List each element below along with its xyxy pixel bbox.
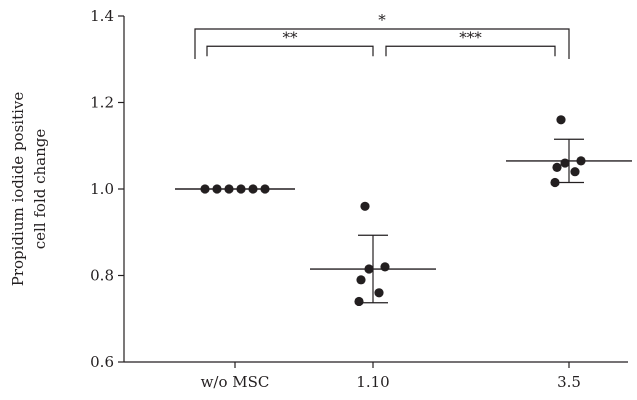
y-tick-label: 1.4 [90, 7, 114, 25]
y-axis-label: Propidium iodide positive cell fold chan… [9, 92, 49, 287]
significance-label: *** [459, 28, 482, 46]
significance-label: ** [283, 28, 299, 46]
data-point [552, 162, 562, 172]
y-axis-label-line-2: cell fold change [31, 129, 49, 250]
y-tick-label: 1.0 [90, 180, 114, 198]
bracket-line [194, 28, 570, 59]
x-tick-label: 1.10 [356, 373, 389, 391]
data-point [380, 262, 390, 272]
x-tick-label: 3.5 [557, 373, 581, 391]
data-point [570, 167, 580, 177]
significance-bracket: * [194, 11, 570, 59]
significance-bracket: ** [206, 28, 374, 57]
data-groups [175, 115, 632, 307]
x-axis: w/o MSC 1.10 3.5 [124, 361, 628, 391]
group-1 [175, 184, 295, 194]
data-point [374, 288, 384, 298]
significance-label: * [378, 11, 386, 29]
data-point [354, 296, 364, 307]
data-point [560, 158, 570, 168]
data-point [556, 115, 566, 125]
significance-bracket: *** [385, 28, 556, 57]
x-tick-label: w/o MSC [201, 373, 270, 391]
y-tick-label: 0.6 [90, 353, 114, 371]
y-tick-label: 0.8 [90, 267, 114, 285]
group-3 [506, 115, 632, 188]
bracket-line [206, 45, 374, 57]
data-point [356, 275, 366, 285]
y-axis-label-line-1: Propidium iodide positive [9, 92, 27, 287]
group-2 [310, 201, 436, 307]
y-tick-label: 1.2 [90, 94, 114, 112]
y-axis: 0.6 0.8 1.0 1.2 1.4 [90, 7, 125, 371]
data-point [360, 201, 370, 211]
bracket-line [385, 45, 556, 57]
significance-brackets: ** **** [194, 11, 570, 59]
